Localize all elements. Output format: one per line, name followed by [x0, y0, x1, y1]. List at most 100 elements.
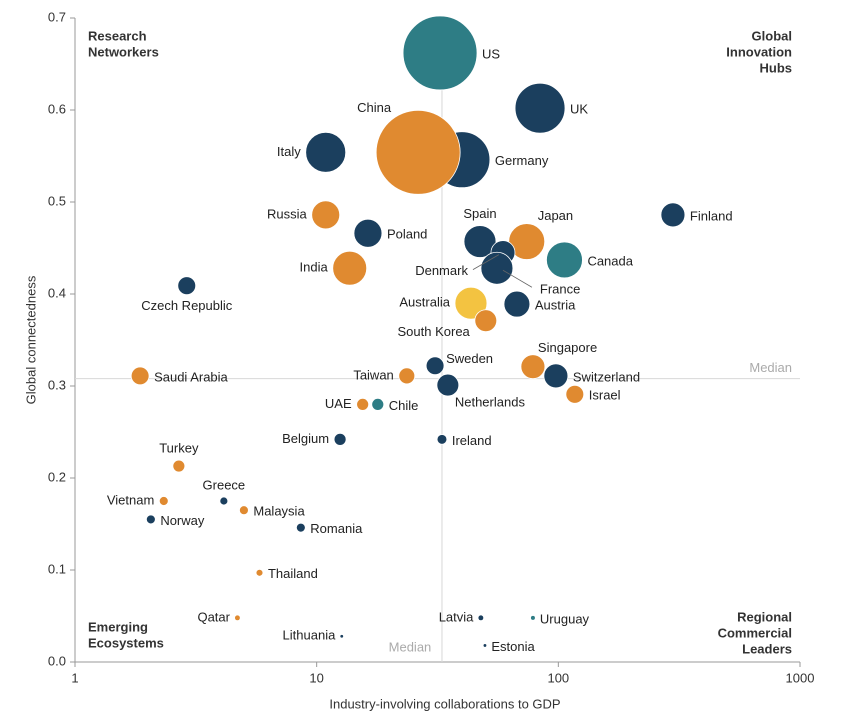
bubble — [402, 15, 478, 91]
point-label: Austria — [535, 298, 576, 313]
point-label: Greece — [203, 477, 246, 492]
bubble — [483, 644, 487, 647]
x-tick-label: 1000 — [786, 670, 815, 685]
leader-line — [472, 254, 500, 270]
point-label: India — [300, 260, 329, 275]
point-label: Norway — [160, 513, 205, 528]
bubble — [158, 496, 169, 506]
point-label: Poland — [387, 227, 427, 242]
y-tick-label: 0.3 — [48, 377, 66, 392]
median-label: Median — [389, 639, 432, 654]
point-label: Israel — [589, 388, 621, 403]
point-label: Netherlands — [455, 395, 526, 410]
quadrant-label: Global — [752, 28, 792, 43]
point-label: Ireland — [452, 433, 492, 448]
point-label: US — [482, 46, 500, 61]
point-label: UAE — [325, 396, 352, 411]
bubble — [375, 109, 461, 195]
point-label: Switzerland — [573, 369, 640, 384]
leader-line — [502, 269, 533, 288]
quadrant-label: Regional — [737, 609, 792, 624]
y-tick-label: 0.5 — [48, 193, 66, 208]
quadrant-label: Commercial — [718, 625, 792, 640]
quadrant-label: Leaders — [742, 641, 792, 656]
bubble — [295, 522, 306, 533]
bubble — [255, 568, 264, 577]
x-axis-title: Industry-involving collaborations to GDP — [329, 696, 560, 711]
bubble — [514, 82, 566, 134]
quadrant-label: Innovation — [726, 44, 792, 59]
bubble — [543, 363, 569, 389]
quadrant-label: Emerging — [88, 619, 148, 634]
y-axis-title: Global connectedness — [23, 275, 38, 404]
bubble — [353, 218, 383, 248]
bubble — [145, 514, 156, 525]
y-tick-label: 0.4 — [48, 285, 66, 300]
y-tick-label: 0.6 — [48, 101, 66, 116]
bubble — [239, 505, 249, 516]
point-label: UK — [570, 102, 588, 117]
y-tick-label: 0.7 — [48, 9, 66, 24]
point-label: Vietnam — [107, 492, 154, 507]
point-label: Italy — [277, 144, 301, 159]
bubble — [177, 276, 197, 296]
point-label: Japan — [538, 208, 573, 223]
point-label: Romania — [310, 521, 363, 536]
bubble — [332, 250, 368, 286]
bubble — [660, 202, 686, 228]
bubble — [311, 200, 341, 230]
quadrant-label: Ecosystems — [88, 635, 164, 650]
point-label: Taiwan — [353, 367, 393, 382]
bubble — [340, 634, 344, 638]
bubble — [172, 459, 186, 473]
point-label: South Korea — [398, 324, 471, 339]
point-label: Saudi Arabia — [154, 369, 228, 384]
bubble — [474, 309, 498, 333]
bubble — [436, 373, 460, 397]
x-tick-label: 1 — [71, 670, 78, 685]
bubble — [508, 223, 546, 260]
bubble — [234, 615, 240, 621]
point-label: Estonia — [491, 639, 535, 654]
bubble — [503, 290, 531, 318]
point-label: France — [540, 282, 580, 297]
bubble — [463, 225, 497, 258]
median-label: Median — [749, 360, 792, 375]
bubble — [371, 397, 385, 411]
bubble — [305, 131, 347, 173]
point-label: Denmark — [415, 263, 468, 278]
bubble — [219, 496, 229, 506]
bubble — [478, 615, 484, 621]
y-tick-label: 0.2 — [48, 469, 66, 484]
bubble — [454, 286, 488, 320]
point-label: Australia — [399, 295, 450, 310]
bubble — [436, 434, 448, 445]
point-label: Germany — [495, 153, 549, 168]
quadrant-label: Hubs — [760, 60, 793, 75]
point-label: Czech Republic — [141, 298, 233, 313]
bubble — [333, 432, 347, 446]
x-tick-label: 100 — [547, 670, 569, 685]
bubble — [425, 356, 445, 376]
quadrant-label: Research — [88, 28, 147, 43]
point-label: Lithuania — [283, 628, 337, 643]
x-tick-label: 10 — [309, 670, 323, 685]
point-label: Canada — [587, 253, 633, 268]
y-tick-label: 0.1 — [48, 561, 66, 576]
bubble — [398, 367, 416, 385]
point-label: China — [357, 100, 392, 115]
point-label: Singapore — [538, 340, 597, 355]
point-label: Belgium — [282, 431, 329, 446]
bubble — [530, 615, 535, 620]
point-label: Turkey — [159, 440, 199, 455]
point-label: Chile — [389, 398, 419, 413]
point-label: Latvia — [439, 609, 474, 624]
bubble — [546, 241, 583, 279]
point-label: Uruguay — [540, 611, 590, 626]
point-label: Qatar — [197, 609, 230, 624]
bubble — [356, 397, 370, 411]
bubble — [130, 366, 150, 386]
point-label: Thailand — [268, 566, 318, 581]
point-label: Russia — [267, 206, 308, 221]
